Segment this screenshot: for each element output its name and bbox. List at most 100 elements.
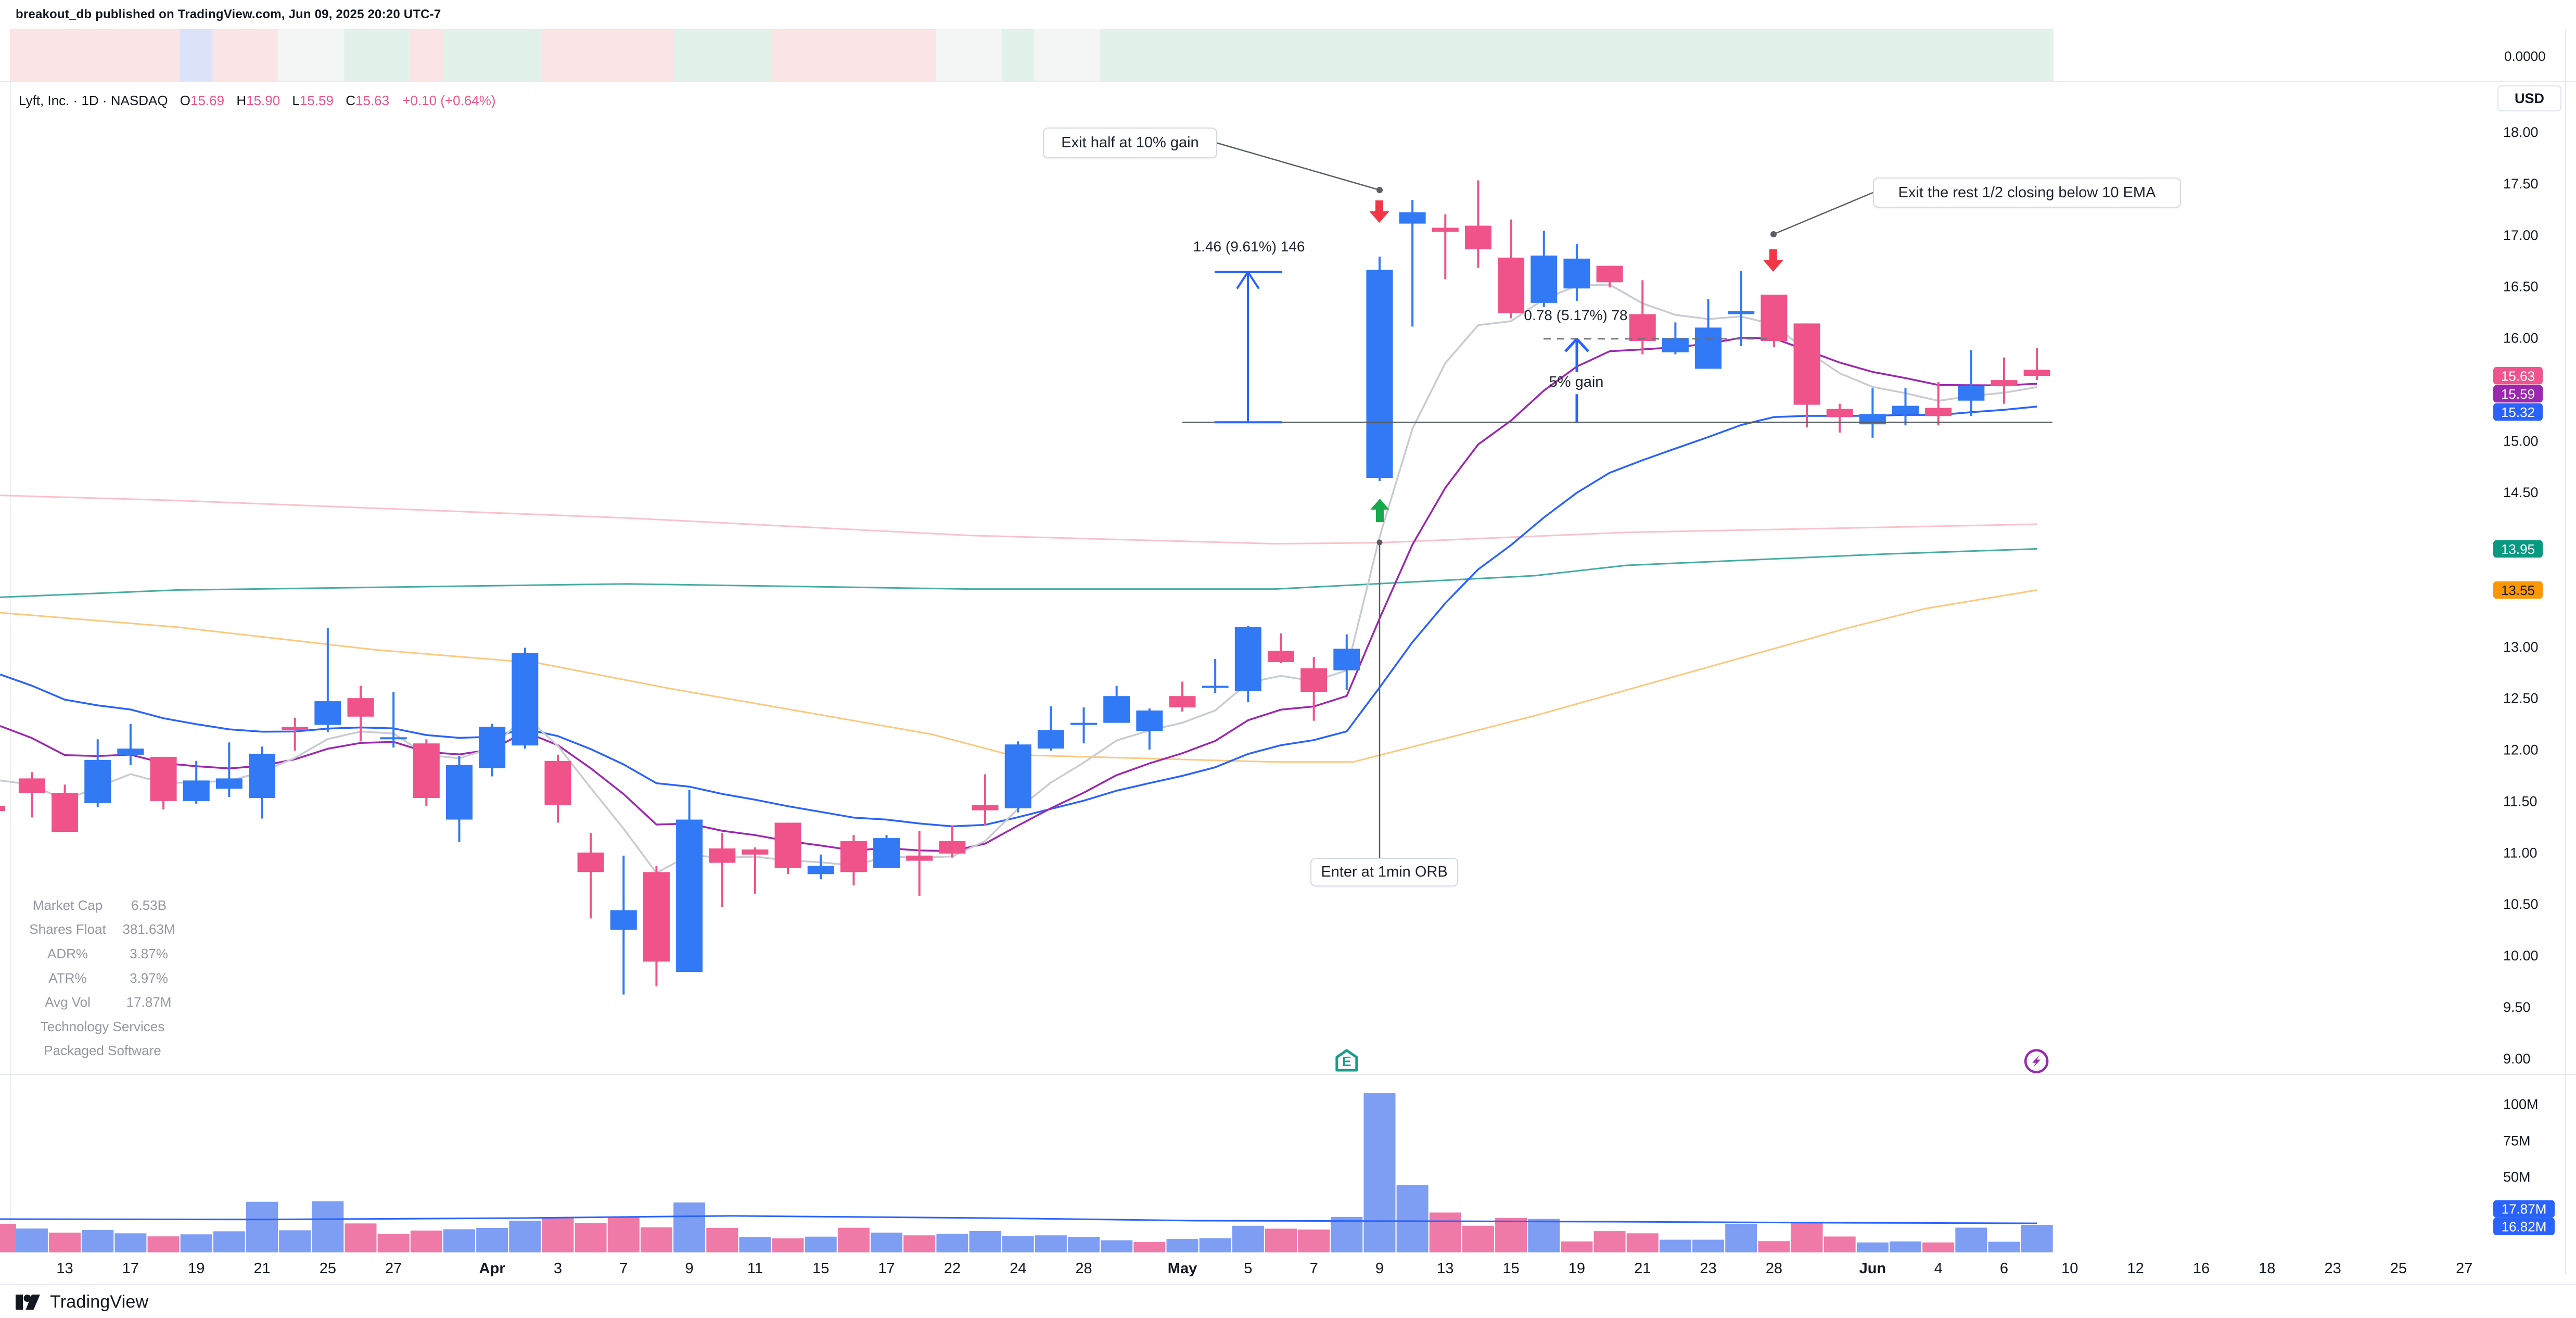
x-axis-label[interactable]: 15 xyxy=(1502,1260,1519,1277)
tradingview-brand[interactable]: TradingView xyxy=(16,1292,148,1312)
price-axis-label[interactable]: 15.00 xyxy=(2503,433,2539,449)
price-axis-label[interactable]: 17.50 xyxy=(2503,176,2539,192)
x-axis-label[interactable]: 17 xyxy=(878,1260,895,1277)
x-axis-label[interactable]: 23 xyxy=(1700,1260,1716,1277)
x-axis-label[interactable]: 18 xyxy=(2259,1260,2275,1277)
x-axis-label[interactable]: 16 xyxy=(2193,1260,2210,1277)
candle-body xyxy=(676,819,703,972)
x-axis-label[interactable]: 27 xyxy=(2456,1260,2472,1277)
currency-button[interactable]: USD xyxy=(2497,85,2561,111)
price-axis-label[interactable]: 11.50 xyxy=(2503,793,2537,809)
price-axis-label[interactable]: 10.50 xyxy=(2503,896,2539,912)
volume-bar xyxy=(805,1236,837,1252)
volume-bar xyxy=(2021,1225,2053,1252)
x-axis-label[interactable]: 19 xyxy=(188,1260,205,1277)
x-axis-label[interactable]: 12 xyxy=(2127,1260,2144,1277)
x-axis-label[interactable]: 5 xyxy=(1244,1260,1252,1277)
price-axis-label[interactable]: 12.50 xyxy=(2503,691,2539,706)
volume-axis-label[interactable]: 50M xyxy=(2503,1169,2531,1185)
volume-bar xyxy=(1331,1216,1363,1252)
exit-half-arrow-icon[interactable] xyxy=(1369,200,1389,223)
volume-axis-label[interactable]: 75M xyxy=(2503,1133,2531,1148)
candle-body xyxy=(215,778,243,789)
volume-bar xyxy=(213,1231,245,1252)
price-axis-label[interactable]: 11.00 xyxy=(2503,845,2537,860)
x-axis-label[interactable]: 19 xyxy=(1568,1260,1585,1277)
annotation-exit-half-box[interactable]: Exit half at 10% gain xyxy=(1043,128,1217,158)
candle-body xyxy=(1037,730,1064,749)
high-letter: H xyxy=(236,93,247,108)
regime-strip-segment xyxy=(410,29,443,81)
candle-body xyxy=(1366,270,1393,478)
x-axis-label[interactable]: 13 xyxy=(56,1260,73,1277)
x-axis-label[interactable]: 13 xyxy=(1437,1260,1453,1277)
callout2-dot xyxy=(1770,231,1777,237)
exit-rest-arrow-icon[interactable] xyxy=(1763,249,1783,272)
x-axis-label[interactable]: 10 xyxy=(2061,1260,2078,1277)
ema20-line xyxy=(0,405,2037,828)
x-axis-label[interactable]: 9 xyxy=(685,1260,694,1277)
x-axis-label[interactable]: 28 xyxy=(1075,1260,1092,1277)
x-axis-label[interactable]: 15 xyxy=(812,1260,829,1277)
candle-body xyxy=(1826,409,1853,417)
candle-body xyxy=(643,872,670,962)
price-axis-label[interactable]: 13.00 xyxy=(2503,639,2539,655)
x-axis-label[interactable]: 24 xyxy=(1010,1260,1026,1277)
price-axis-label[interactable]: 18.00 xyxy=(2503,124,2539,140)
price-axis-label[interactable]: 9.00 xyxy=(2503,1051,2531,1067)
high-value: 15.90 xyxy=(246,93,280,108)
x-axis-label[interactable]: 22 xyxy=(944,1260,961,1277)
annotation-exit-rest-box[interactable]: Exit the rest 1/2 closing below 10 EMA xyxy=(1873,178,2181,208)
price-axis-label[interactable]: 12.00 xyxy=(2503,742,2539,758)
volume-axis-badge xyxy=(2493,1218,2555,1235)
price-axis-label[interactable]: 10.00 xyxy=(2503,948,2539,964)
x-axis-label[interactable]: 21 xyxy=(1634,1260,1651,1277)
publisher-line: breakout_db published on TradingView.com… xyxy=(16,7,441,21)
candle-body xyxy=(972,805,999,810)
x-axis-label[interactable]: 28 xyxy=(1766,1260,1782,1277)
symbol-title[interactable]: Lyft, Inc. · 1D · NASDAQ xyxy=(19,93,168,108)
x-axis-label[interactable]: 27 xyxy=(385,1260,402,1277)
x-axis-label[interactable]: 7 xyxy=(1310,1260,1318,1277)
regime-strip-segment xyxy=(673,29,772,81)
price-axis-badge-text: 15.32 xyxy=(2501,404,2535,420)
fundamentals-value: 6.53B xyxy=(131,897,167,913)
x-axis-label[interactable]: 25 xyxy=(320,1260,336,1277)
indicator-axis-value[interactable]: 0.0000 xyxy=(2504,48,2546,64)
x-axis-label[interactable]: 25 xyxy=(2390,1260,2407,1277)
x-axis-label[interactable]: 17 xyxy=(122,1260,139,1277)
x-axis-label[interactable]: 21 xyxy=(253,1260,270,1277)
fundamentals-row: Avg Vol 17.87M xyxy=(0,990,205,1015)
candle-body xyxy=(413,743,440,798)
fundamentals-row: ATR% 3.97% xyxy=(0,966,205,991)
x-axis-label[interactable]: 11 xyxy=(747,1260,763,1277)
x-axis-label[interactable]: Apr xyxy=(479,1260,505,1277)
price-axis-label[interactable]: 9.50 xyxy=(2503,999,2531,1015)
candle-body xyxy=(840,841,867,872)
candle-body xyxy=(282,727,309,730)
x-axis-label[interactable]: 4 xyxy=(1934,1260,1943,1277)
volume-axis-label[interactable]: 100M xyxy=(2503,1097,2539,1112)
x-axis-label[interactable]: 6 xyxy=(2000,1260,2008,1277)
price-axis-label[interactable]: 16.00 xyxy=(2503,331,2539,346)
x-axis-label[interactable]: Jun xyxy=(1859,1260,1886,1277)
x-axis-label[interactable]: May xyxy=(1168,1260,1197,1277)
enter-arrow-icon[interactable] xyxy=(1370,499,1389,522)
x-axis-label[interactable]: 7 xyxy=(619,1260,628,1277)
price-axis-label[interactable]: 14.50 xyxy=(2503,485,2539,500)
fundamentals-label: Shares Float xyxy=(29,921,106,937)
x-axis-label[interactable]: 9 xyxy=(1375,1260,1384,1277)
callout1-dot xyxy=(1376,187,1383,193)
candle-body xyxy=(1103,696,1130,723)
price-axis-label[interactable]: 17.00 xyxy=(2503,227,2539,243)
candle-body xyxy=(1629,314,1656,341)
price-axis-label[interactable]: 16.50 xyxy=(2503,279,2539,295)
x-axis-label[interactable]: 3 xyxy=(554,1260,562,1277)
volume-bar xyxy=(312,1201,344,1252)
callout1-line xyxy=(1216,142,1380,191)
candle-body xyxy=(1761,295,1788,341)
earnings-icon[interactable] xyxy=(1335,1049,1358,1072)
annotation-enter-box[interactable]: Enter at 1min ORB xyxy=(1310,858,1458,886)
x-axis-label[interactable]: 23 xyxy=(2324,1260,2341,1277)
close-value: 15.63 xyxy=(355,93,390,108)
